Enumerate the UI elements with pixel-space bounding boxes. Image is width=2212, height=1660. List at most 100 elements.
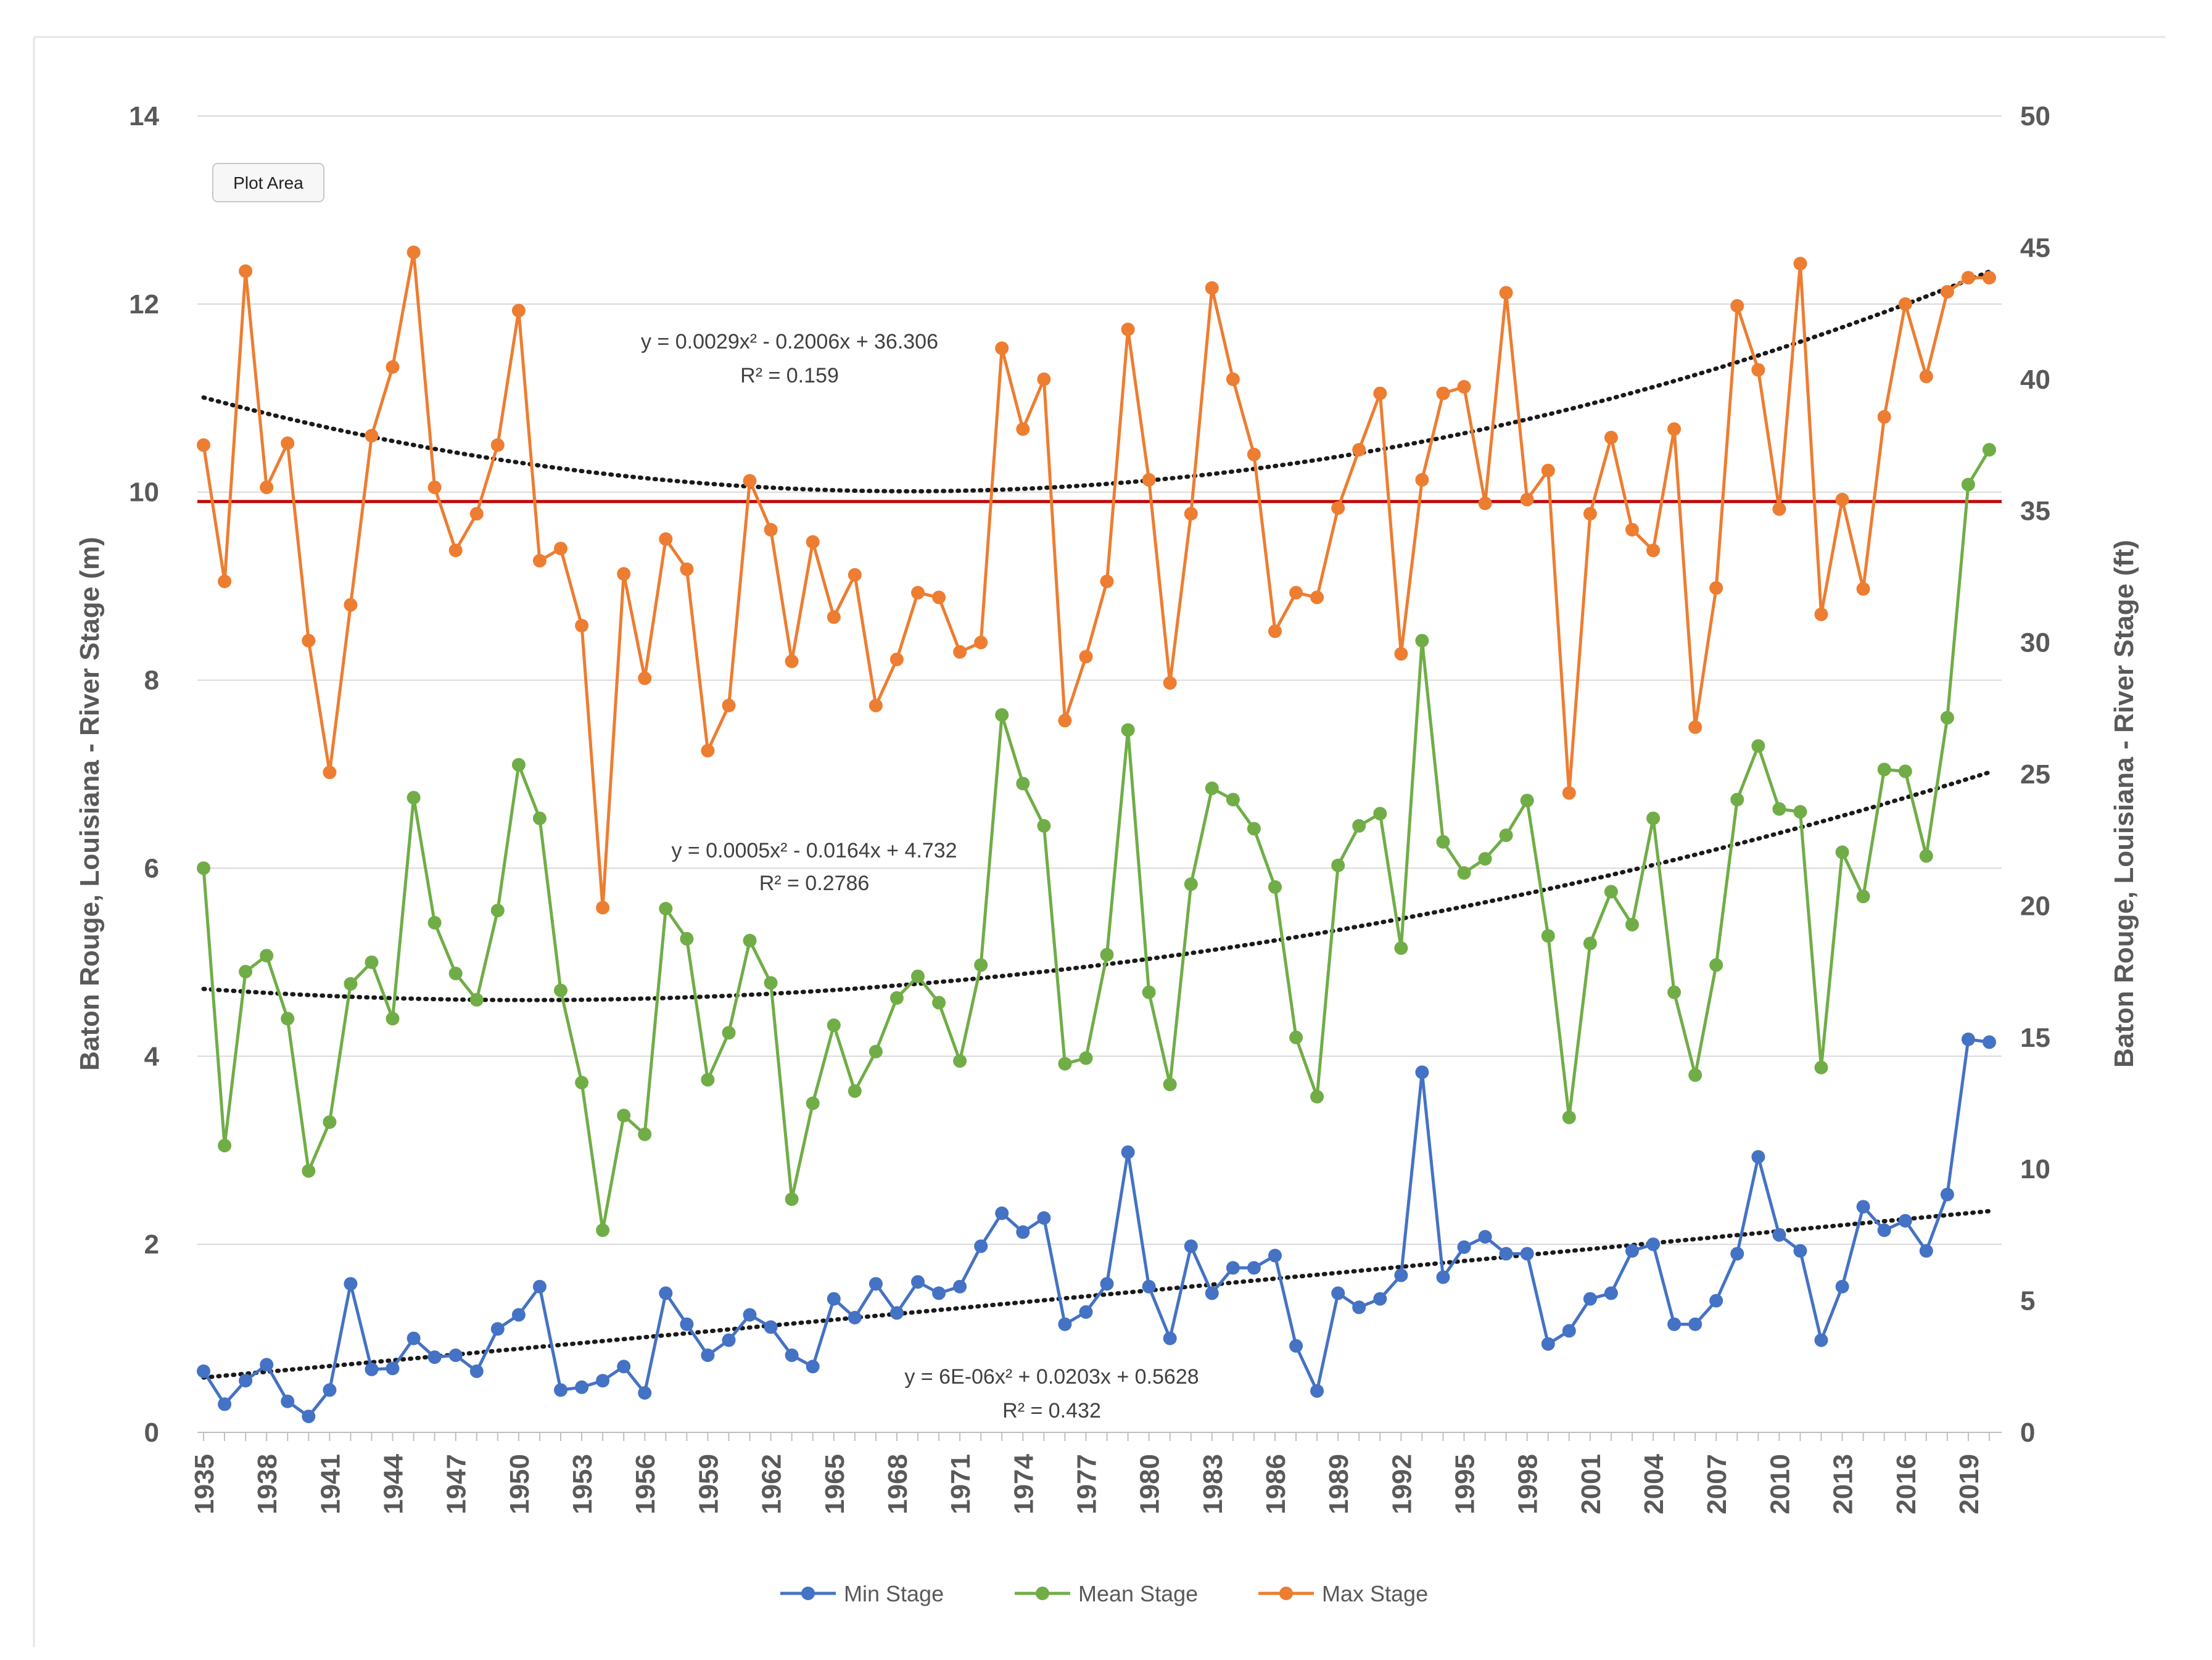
point-min-stage-1981	[1163, 1331, 1177, 1345]
point-min-stage-1939	[281, 1394, 295, 1408]
legend-item-min-stage[interactable]: Min Stage	[780, 1581, 944, 1606]
point-max-stage-1963	[785, 655, 799, 669]
point-mean-stage-1997	[1499, 828, 1513, 843]
y-right-tick-45: 45	[2020, 233, 2050, 263]
point-min-stage-2015	[1877, 1223, 1891, 1237]
point-max-stage-1985	[1247, 447, 1261, 461]
point-max-stage-1957	[659, 532, 673, 546]
point-mean-stage-1964	[806, 1096, 820, 1110]
point-mean-stage-1959	[701, 1073, 715, 1087]
point-mean-stage-1982	[1184, 877, 1198, 891]
point-mean-stage-1987	[1289, 1030, 1303, 1044]
point-min-stage-1997	[1499, 1247, 1513, 1261]
point-max-stage-2018	[1940, 285, 1954, 299]
point-min-stage-1935	[197, 1364, 210, 1378]
point-max-stage-1935	[197, 438, 210, 452]
series-layer	[197, 246, 1996, 1424]
point-mean-stage-1943	[365, 955, 379, 969]
x-tick-1998: 1998	[1513, 1454, 1543, 1514]
legend-item-mean-stage[interactable]: Mean Stage	[1015, 1581, 1198, 1606]
point-max-stage-1970	[932, 590, 946, 605]
point-min-stage-1954	[596, 1374, 610, 1388]
x-tick-1941: 1941	[315, 1454, 345, 1514]
point-mean-stage-1945	[406, 791, 421, 805]
point-min-stage-1996	[1478, 1229, 1492, 1244]
point-max-stage-1959	[701, 743, 715, 758]
series-max-stage	[197, 246, 1996, 915]
point-mean-stage-2000	[1562, 1110, 1576, 1125]
x-tick-1938: 1938	[252, 1454, 283, 1514]
x-tick-1956: 1956	[630, 1454, 661, 1514]
point-max-stage-1992	[1394, 646, 1408, 661]
trendline-equations: y = 0.0029x² - 0.2006x + 36.306 R² = 0.1…	[641, 330, 1199, 1423]
point-max-stage-1943	[365, 429, 379, 443]
x-tick-2010: 2010	[1765, 1454, 1795, 1514]
point-max-stage-1952	[554, 542, 567, 556]
point-max-stage-1973	[995, 341, 1009, 355]
y-right-tick-40: 40	[2020, 365, 2050, 395]
point-max-stage-2019	[1961, 271, 1975, 285]
point-mean-stage-2016	[1898, 764, 1912, 778]
legend-max-label: Max Stage	[1322, 1581, 1428, 1606]
point-mean-stage-2013	[1835, 845, 1849, 859]
point-mean-stage-2004	[1646, 811, 1661, 825]
point-max-stage-1999	[1541, 463, 1555, 477]
point-max-stage-2020	[1983, 271, 1996, 285]
point-max-stage-1955	[617, 567, 631, 581]
point-min-stage-1937	[239, 1374, 253, 1388]
y-left-tick-4: 4	[144, 1041, 160, 1072]
point-min-stage-1953	[575, 1380, 589, 1394]
point-mean-stage-1953	[575, 1076, 589, 1089]
point-mean-stage-2002	[1604, 885, 1618, 899]
min-trend-r2: R² = 0.432	[1002, 1399, 1101, 1423]
point-min-stage-1986	[1268, 1249, 1282, 1263]
point-mean-stage-1977	[1079, 1051, 1093, 1065]
series-line-mean-stage	[202, 448, 1991, 1232]
mean-trend-r2: R² = 0.2786	[759, 872, 870, 895]
point-mean-stage-1948	[469, 993, 484, 1007]
x-tick-1935: 1935	[189, 1454, 220, 1514]
point-max-stage-2006	[1688, 720, 1702, 734]
point-min-stage-1959	[701, 1348, 715, 1362]
point-max-stage-2005	[1667, 422, 1682, 436]
point-min-stage-2010	[1772, 1228, 1786, 1242]
point-min-stage-1948	[469, 1364, 484, 1378]
legend-item-max-stage[interactable]: Max Stage	[1258, 1581, 1428, 1606]
point-mean-stage-1957	[659, 902, 673, 915]
point-mean-stage-1995	[1457, 866, 1471, 880]
x-tick-1995: 1995	[1450, 1454, 1480, 1514]
point-max-stage-1982	[1184, 506, 1198, 521]
point-mean-stage-1989	[1331, 858, 1345, 872]
point-min-stage-2016	[1898, 1214, 1912, 1228]
point-max-stage-1960	[722, 698, 736, 712]
point-max-stage-1947	[448, 543, 463, 558]
y-right-tick-20: 20	[2020, 891, 2050, 921]
point-max-stage-1937	[239, 264, 253, 278]
point-mean-stage-1991	[1373, 807, 1387, 820]
point-max-stage-2001	[1583, 506, 1597, 521]
point-min-stage-1955	[617, 1360, 631, 1374]
point-mean-stage-1950	[511, 758, 526, 772]
point-min-stage-2000	[1562, 1324, 1576, 1338]
point-max-stage-1954	[596, 901, 610, 915]
point-max-stage-1939	[281, 436, 295, 450]
point-mean-stage-2010	[1772, 802, 1786, 816]
point-min-stage-2012	[1814, 1333, 1828, 1347]
point-mean-stage-1951	[532, 811, 547, 825]
point-mean-stage-1967	[869, 1044, 883, 1059]
y-left-tick-14: 14	[129, 101, 159, 131]
point-min-stage-1949	[490, 1322, 505, 1336]
y-left-tick-6: 6	[144, 853, 159, 883]
trendline-max-stage	[201, 269, 1992, 493]
point-min-stage-1943	[365, 1362, 379, 1376]
point-mean-stage-2003	[1625, 917, 1639, 931]
point-mean-stage-1954	[596, 1223, 610, 1237]
point-min-stage-1975	[1037, 1211, 1051, 1225]
point-min-stage-1999	[1541, 1337, 1555, 1351]
y-left-tick-8: 8	[144, 666, 159, 696]
series-min-stage	[197, 1032, 1996, 1424]
y-left-axis-title: Baton Rouge, Louisiana - River Stage (m)	[75, 537, 105, 1070]
y-left-tick-10: 10	[129, 477, 159, 508]
x-tick-2016: 2016	[1891, 1454, 1921, 1514]
